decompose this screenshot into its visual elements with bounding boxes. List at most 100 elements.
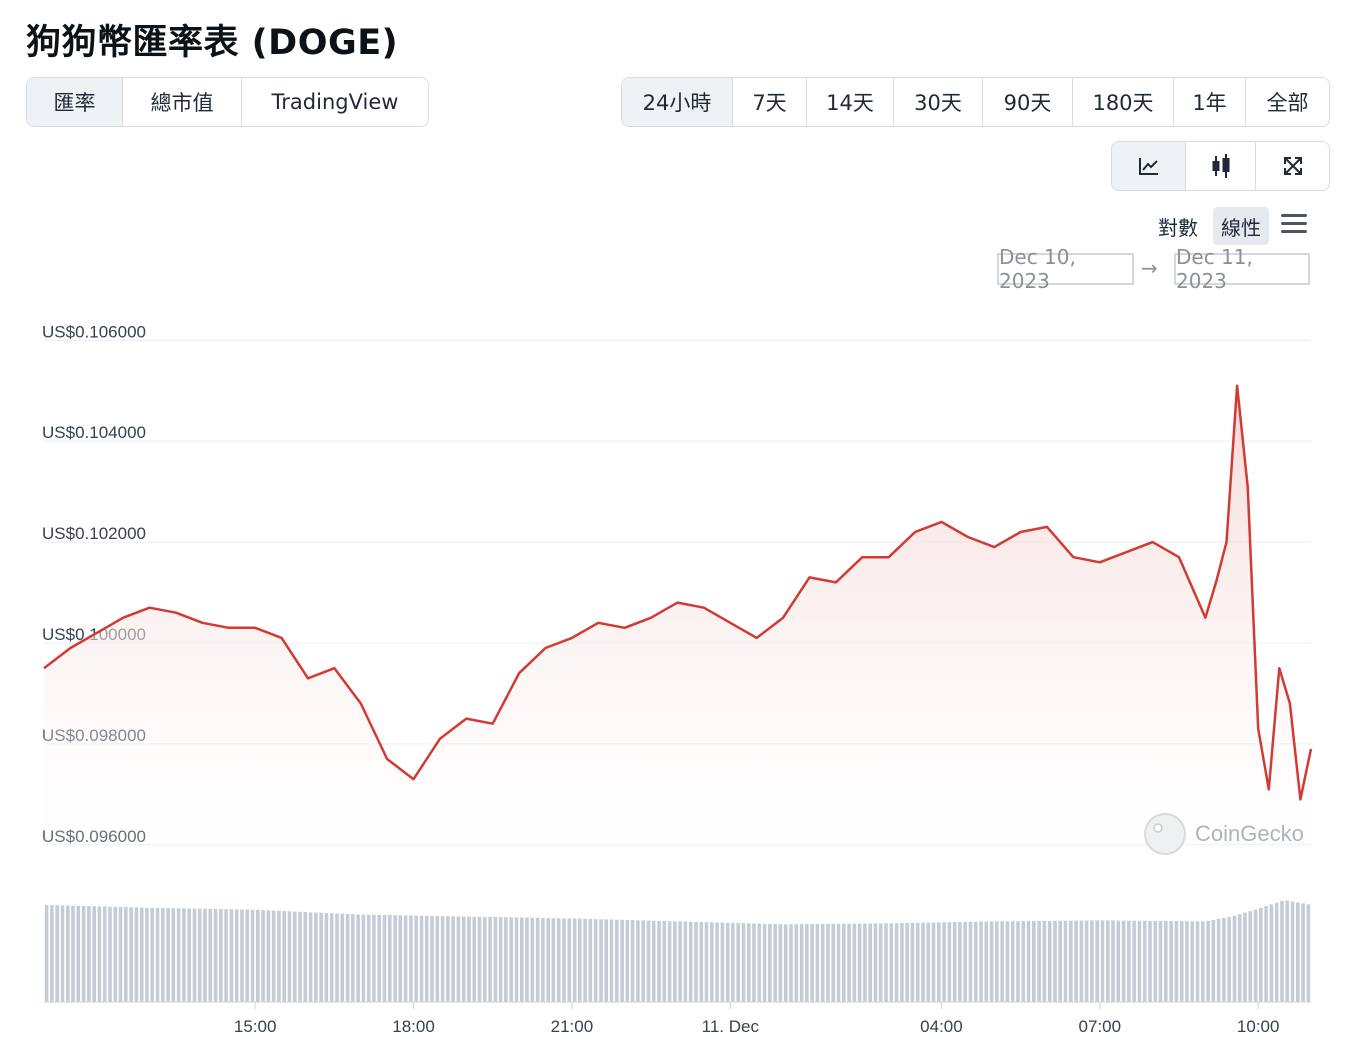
line-chart-button[interactable] (1112, 142, 1186, 190)
volume-bar (952, 922, 957, 1002)
volume-bar (430, 915, 434, 1002)
range-14d[interactable]: 14天 (807, 78, 894, 126)
volume-bar (1190, 921, 1194, 1003)
volume-bar (520, 917, 524, 1002)
volume-bar (1195, 921, 1200, 1002)
volume-bar (1111, 920, 1115, 1002)
volume-bar (720, 922, 725, 1002)
volume-bar (852, 923, 857, 1002)
volume-bar (810, 924, 814, 1002)
volume-bar (657, 920, 661, 1002)
volume-bar (1010, 921, 1015, 1002)
volume-bar (81, 906, 86, 1002)
volume-bar (878, 923, 883, 1002)
volume-bar (329, 913, 334, 1002)
volume-bar (261, 910, 265, 1002)
volume-bar (921, 922, 925, 1002)
candlestick-button[interactable] (1186, 142, 1256, 190)
linear-scale-button[interactable]: 線性 (1213, 207, 1269, 245)
volume-bar (1153, 920, 1158, 1002)
volume-bar (541, 917, 545, 1002)
volume-bar (1301, 903, 1305, 1002)
tab-tradingview[interactable]: TradingView (271, 90, 399, 114)
volume-bar (393, 915, 397, 1002)
volume-bar (1053, 920, 1057, 1002)
volume-bar (382, 915, 387, 1002)
x-tick-label: 15:00 (234, 1017, 277, 1036)
range-1y[interactable]: 1年 (1174, 78, 1246, 126)
date-from-input[interactable]: Dec 10, 2023 (997, 245, 1134, 293)
volume-bar (192, 908, 197, 1002)
volume-bar (271, 910, 276, 1002)
volume-bar (1253, 909, 1258, 1002)
volume-bar (1042, 920, 1047, 1002)
volume-bar (108, 906, 112, 1002)
range-180d[interactable]: 180天 (1073, 78, 1174, 126)
volume-bar (44, 904, 49, 1002)
volume-bar (1074, 920, 1078, 1002)
volume-bar (266, 910, 271, 1002)
volume-bar (240, 909, 244, 1002)
range-90d[interactable]: 90天 (983, 78, 1073, 126)
volume-bar (298, 911, 302, 1002)
volume-bar (578, 918, 582, 1002)
volume-bar (863, 923, 867, 1002)
volume-bar (514, 917, 519, 1002)
volume-bar (50, 905, 54, 1002)
volume-bar (931, 922, 936, 1002)
volume-bar (219, 909, 223, 1002)
volume-bar (1179, 921, 1184, 1002)
volume-bar (1032, 921, 1036, 1002)
tab-market-cap[interactable]: 總市值 (123, 78, 242, 126)
volume-bar (995, 921, 999, 1002)
log-scale-button[interactable]: 對數 (1158, 215, 1198, 240)
volume-bar (615, 919, 619, 1002)
volume-bar (799, 924, 804, 1002)
range-30d[interactable]: 30天 (894, 78, 983, 126)
volume-bar (139, 907, 144, 1002)
volume-bar (1285, 900, 1289, 1002)
volume-bar (145, 907, 149, 1002)
volume-bar (324, 913, 329, 1002)
fullscreen-button[interactable] (1256, 142, 1329, 190)
volume-bar (161, 908, 165, 1002)
volume-bar (567, 918, 572, 1002)
volume-bar (155, 907, 160, 1002)
range-24h[interactable]: 24小時 (622, 78, 733, 126)
volume-bar (1063, 920, 1068, 1002)
volume-bar (752, 923, 756, 1002)
price-line (43, 384, 1313, 801)
volume-bar (551, 918, 556, 1002)
volume-bar (731, 922, 735, 1002)
fullscreen-icon (1283, 157, 1302, 175)
tab-exchange-rate[interactable]: 匯率 (27, 78, 123, 126)
hamburger-menu-icon[interactable] (1279, 210, 1309, 238)
volume-bar (277, 910, 281, 1002)
volume-bar (293, 911, 297, 1002)
date-to-input[interactable]: Dec 11, 2023 (1174, 245, 1310, 293)
volume-bar (989, 921, 994, 1002)
x-tick-label: 21:00 (551, 1017, 594, 1036)
y-tick-label: US$0.106000 (42, 322, 146, 341)
volume-bar (805, 924, 809, 1002)
coingecko-watermark: CoinGecko (1144, 813, 1304, 855)
volume-bar (60, 905, 65, 1002)
volume-bar (92, 906, 96, 1002)
volume-bar (303, 912, 308, 1002)
volume-bar (1016, 921, 1020, 1002)
volume-bar (493, 917, 498, 1002)
volume-bar (667, 921, 672, 1002)
volume-bar (388, 915, 392, 1002)
volume-bar (699, 922, 704, 1002)
range-all[interactable]: 全部 (1266, 91, 1309, 115)
volume-bar (377, 914, 381, 1002)
volume-bar (831, 923, 835, 1002)
volume-bar (678, 921, 682, 1002)
volume-bar (609, 919, 614, 1002)
range-7d[interactable]: 7天 (733, 78, 807, 126)
volume-bar (1106, 920, 1110, 1002)
volume-bar (488, 917, 492, 1002)
volume-bar (335, 913, 339, 1002)
volume-bar (76, 905, 81, 1002)
volume-bar (245, 909, 249, 1002)
